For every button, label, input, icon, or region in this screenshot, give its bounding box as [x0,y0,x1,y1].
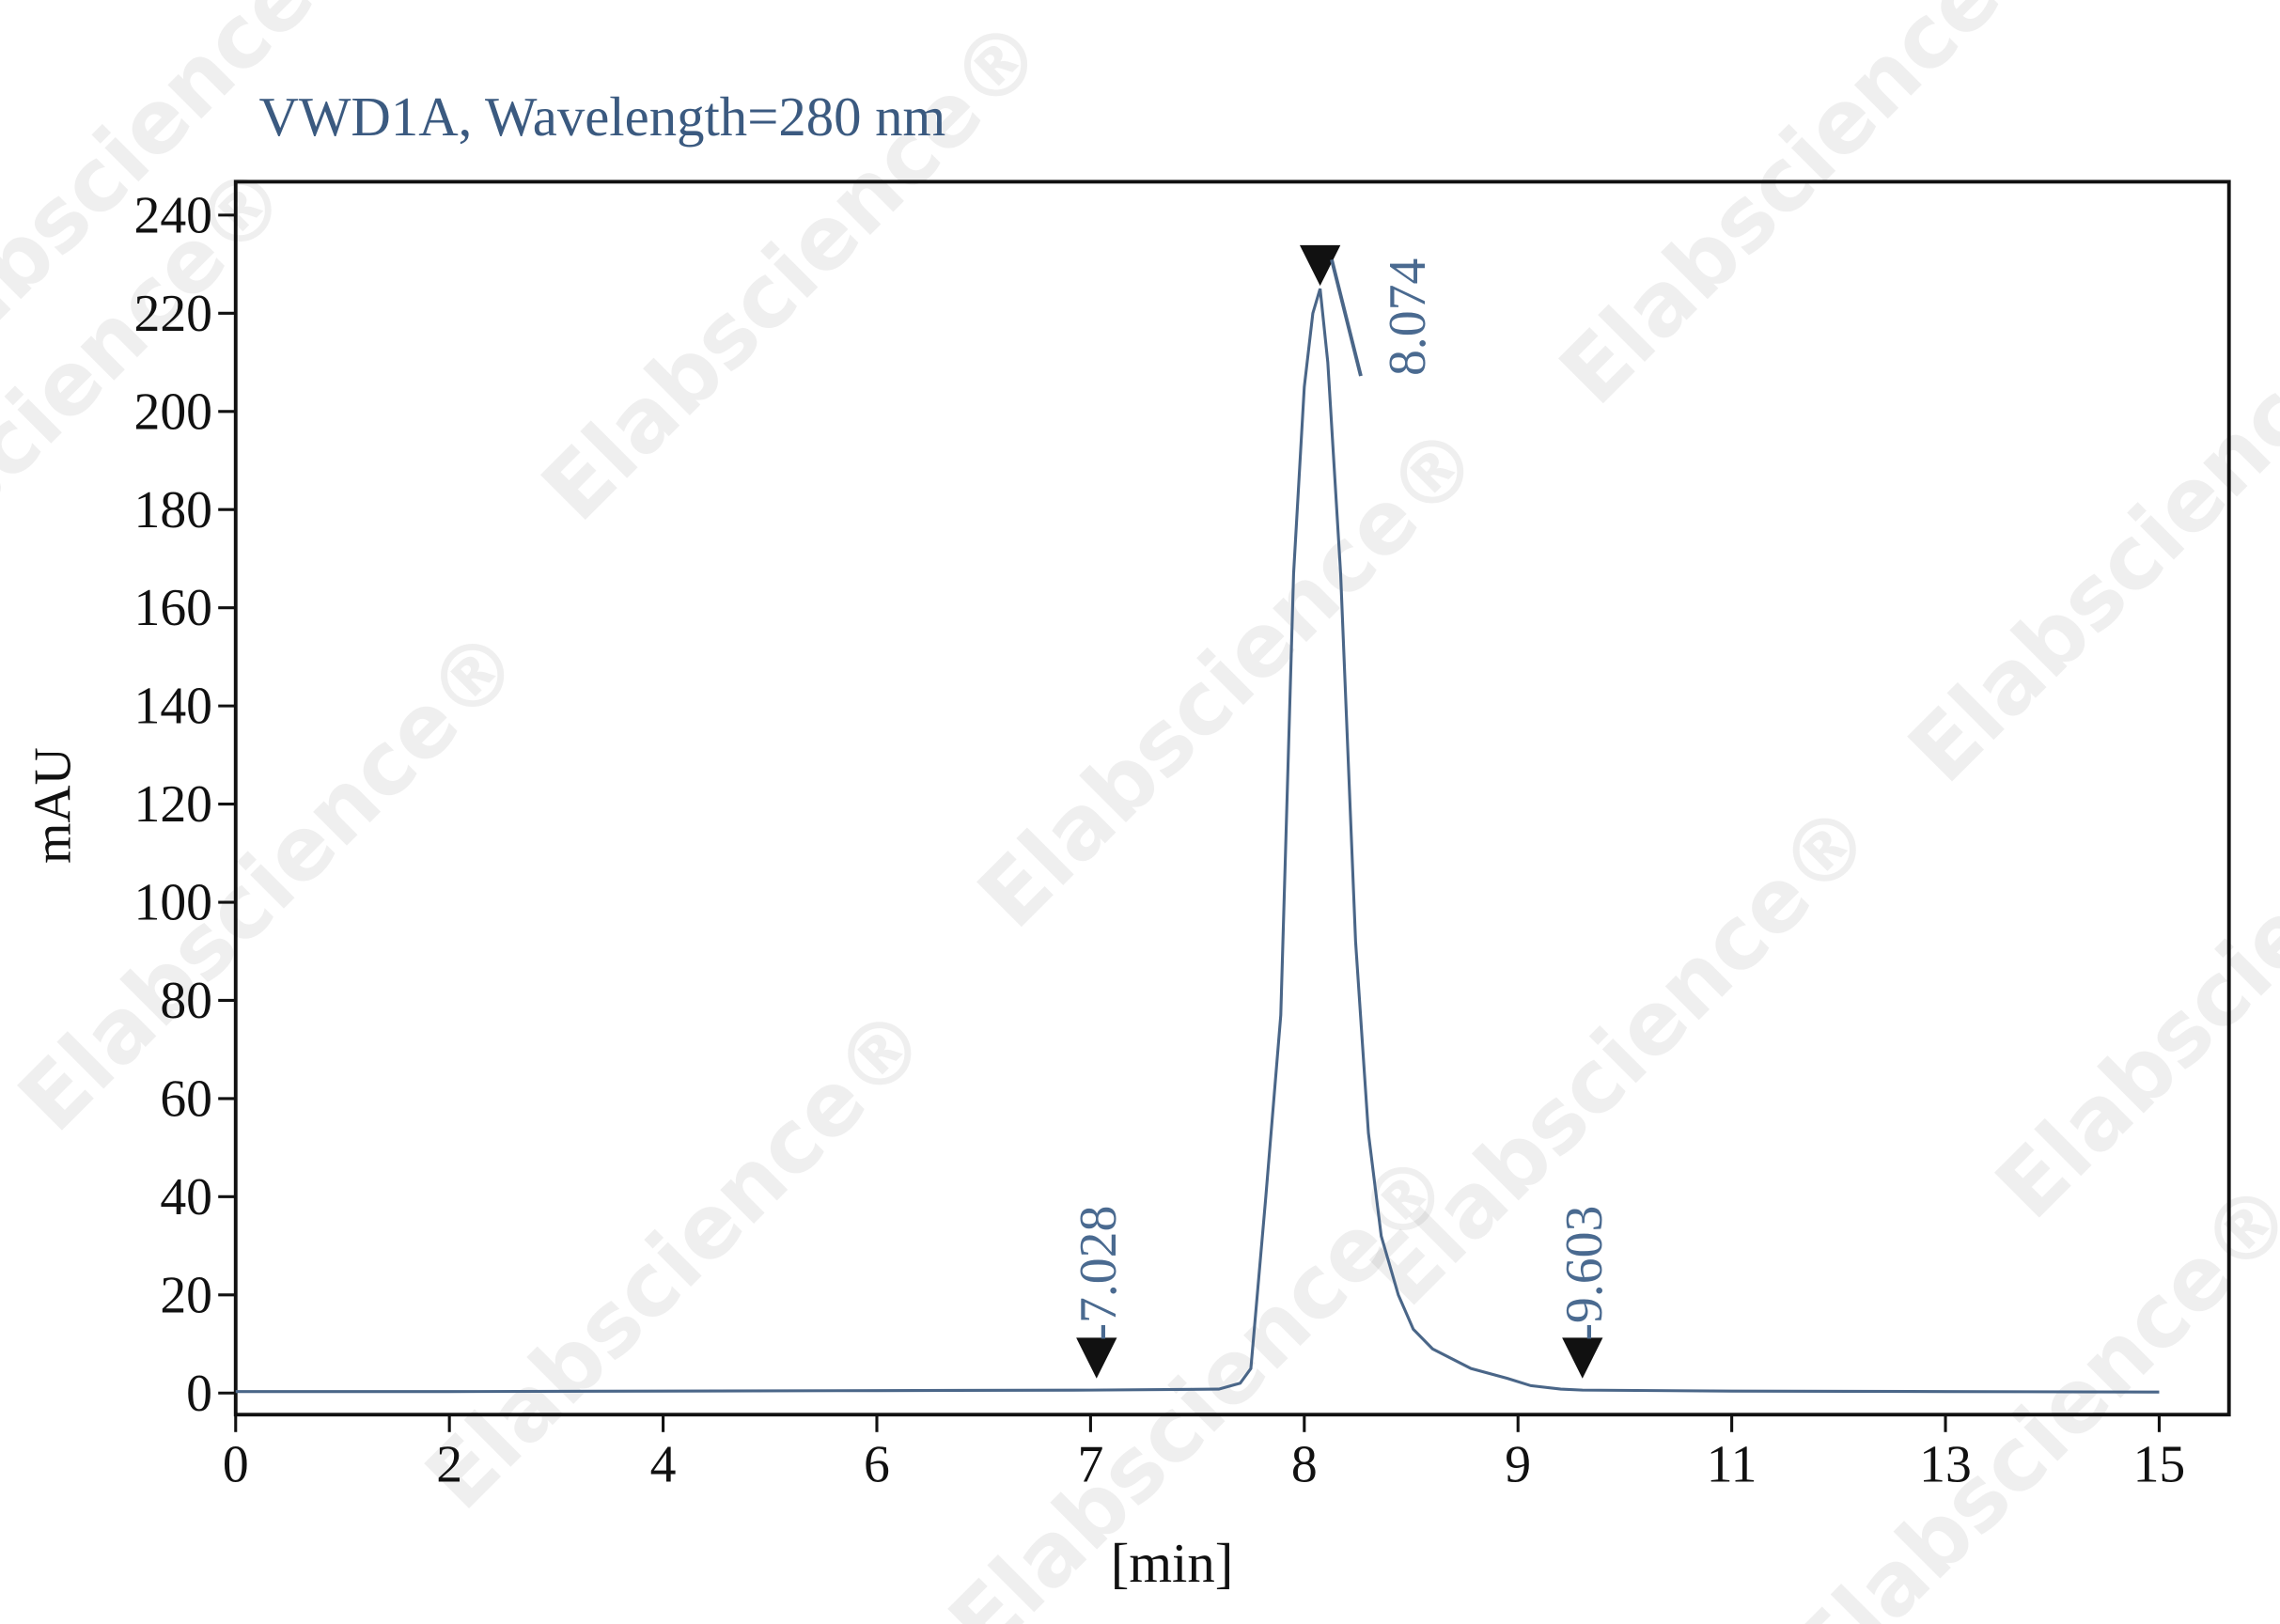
x-tick-label: 2 [436,1435,462,1493]
peak-label: 8.074 [1379,258,1437,376]
peak-label: -7.028 [1070,1206,1128,1341]
y-tick-label: 40 [160,1168,212,1226]
y-tick-label: 80 [160,972,212,1030]
x-tick-label: 9 [1505,1435,1531,1493]
plot-frame [233,180,2231,1417]
x-tick-label: 4 [650,1435,677,1493]
x-tick-label: 15 [2133,1435,2186,1493]
watermark: Elabscience® [0,610,540,1151]
x-tick-label: 8 [1291,1435,1318,1493]
y-tick-label: 220 [133,285,212,343]
x-tick-label: 11 [1707,1435,1757,1493]
peak-marker [1076,1337,1117,1379]
y-tick-label: 180 [133,481,212,539]
y-tick-label: 140 [133,678,212,736]
x-tick-label: 13 [1919,1435,1972,1493]
watermark: Elabscience® [1976,696,2280,1238]
y-tick-label: 20 [160,1266,212,1324]
y-tick-label: 200 [133,383,212,441]
x-axis-label: [min] [1111,1533,1234,1594]
peak-marker [1562,1337,1603,1379]
watermark: Elabscience® [1351,784,1893,1325]
watermark: Elabscience® [1540,0,2082,424]
x-tick-label: 0 [223,1435,249,1493]
peak-leader [1330,258,1363,377]
y-tick-label: 120 [133,775,212,834]
y-tick-label: 160 [133,579,212,637]
y-axis-label: mAU [23,747,82,864]
chromatogram-line [235,288,2160,1394]
watermark: Elabscience® [959,406,1500,947]
x-tick-label: 7 [1077,1435,1103,1493]
peak-marker [1299,244,1341,287]
chart-title: VWD1A, Wavelength=280 nm [259,86,946,148]
y-tick-label: 240 [133,186,212,244]
peak-label: -9.603 [1555,1206,1614,1341]
x-tick-label: 6 [864,1435,890,1493]
y-tick-label: 60 [160,1070,212,1128]
y-tick-label: 100 [133,874,212,932]
watermark: Elabscience® [1889,260,2280,802]
y-tick-label: 0 [186,1365,212,1423]
watermark: Elabscience® [523,0,1064,540]
